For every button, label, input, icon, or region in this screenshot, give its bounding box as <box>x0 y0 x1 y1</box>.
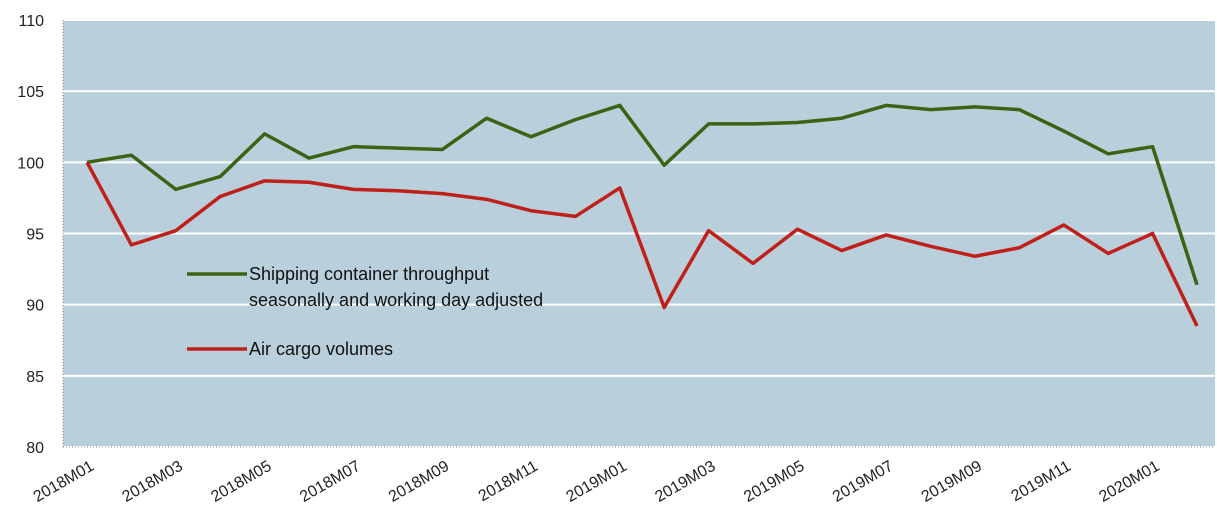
y-tick-label: 95 <box>26 227 44 244</box>
y-tick-label: 85 <box>26 369 44 386</box>
x-tick-label: 2018M01 <box>31 458 97 506</box>
x-tick-label: 2019M01 <box>564 458 630 506</box>
legend-label: Air cargo volumes <box>249 339 394 359</box>
x-tick-label: 2019M05 <box>741 458 807 506</box>
y-tick-label: 90 <box>26 298 44 315</box>
x-tick-label: 2019M11 <box>1009 458 1074 506</box>
x-tick-label: 2018M09 <box>386 458 452 506</box>
y-tick-label: 100 <box>17 155 44 172</box>
x-tick-label: 2018M03 <box>120 458 186 506</box>
x-tick-label: 2018M11 <box>476 458 541 506</box>
y-tick-label: 110 <box>18 13 44 30</box>
x-tick-label: 2019M07 <box>830 458 896 506</box>
x-tick-label: 2018M05 <box>208 458 274 506</box>
series-line <box>86 103 1199 286</box>
x-tick-label: 2018M07 <box>297 458 363 506</box>
x-tick-label: 2019M09 <box>919 458 985 506</box>
series-line <box>85 161 1199 327</box>
x-tick-label: 2019M03 <box>652 458 718 506</box>
y-tick-label: 105 <box>17 84 44 101</box>
legend-label: Shipping container throughput seasonally… <box>249 264 544 310</box>
x-tick-label: 2020M01 <box>1096 458 1162 506</box>
y-tick-label: 80 <box>26 440 44 457</box>
